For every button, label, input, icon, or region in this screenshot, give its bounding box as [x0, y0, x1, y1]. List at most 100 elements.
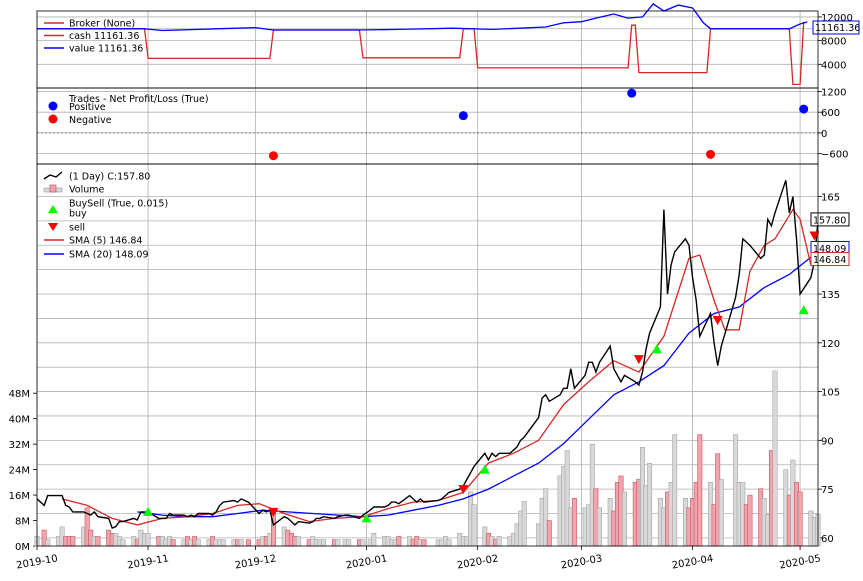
volume-bar [622, 491, 627, 547]
price-y-tick-label: 90 [821, 436, 834, 447]
volume-bar [296, 536, 301, 547]
trade-positive-marker [627, 88, 637, 98]
sell-marker [712, 316, 723, 326]
x-tick-label: 2020-04 [671, 553, 714, 571]
volume-bar [45, 539, 51, 547]
price-legend-buy-label: buy [69, 209, 87, 220]
price-legend-sma5-label: SMA (5) 146.84 [69, 236, 142, 247]
price-y-tick-label: 60 [821, 534, 834, 545]
trades-legend-title: Trades - Net Profit/Loss (True) [68, 94, 209, 105]
trade-positive-marker [799, 104, 809, 114]
broker-value-tag-box [812, 20, 860, 35]
sma20-line [137, 250, 819, 518]
price-legend-buysell-label: BuySell (True, 0.015) [69, 199, 168, 210]
close-value-tag: 157.80 [813, 215, 846, 226]
volume-bar [446, 539, 452, 547]
volume-bar [220, 539, 226, 547]
x-tick-label: 2020-03 [560, 553, 603, 571]
volume-y-tick-label: 8M [15, 517, 30, 528]
close-line [36, 180, 819, 530]
volume-y-tick-label: 40M [9, 415, 30, 426]
sma5-value-tag-box [810, 252, 850, 267]
trades-y-tick-label: 0 [821, 129, 827, 140]
buy-marker [143, 506, 154, 516]
volume-bar [170, 539, 176, 547]
sma20-value-tag: 148.09 [813, 244, 846, 255]
volume-bar [70, 536, 76, 547]
volume-bar [120, 539, 126, 547]
buy-marker [651, 344, 662, 354]
trades-legend-label: Positive [69, 102, 106, 113]
close-value-tag-box [810, 212, 850, 227]
price-legend-buy-swatch [48, 205, 58, 213]
volume-bar [772, 370, 778, 547]
price-panel-frame [36, 163, 819, 547]
price-legend-volume-label: Volume [69, 185, 104, 196]
broker-y-tick-label: 12000 [821, 13, 853, 24]
broker-legend-label: cash 11161.36 [69, 31, 139, 42]
volume-bar [145, 533, 151, 547]
volume-y-tick-label: 0M [15, 542, 30, 553]
volume-bar [496, 536, 502, 547]
buy-marker [798, 305, 809, 315]
buy-marker [479, 464, 490, 474]
volume-bar [346, 539, 352, 547]
broker-value-tag: 11161.36 [815, 23, 860, 34]
broker-cash-line [37, 21, 805, 86]
volume-bar [360, 539, 366, 547]
volume-bar [718, 478, 724, 547]
volume-bar [797, 491, 803, 547]
price-y-tick-label: 120 [821, 339, 840, 350]
broker-value-line [37, 3, 808, 32]
trade-negative-marker [706, 149, 716, 159]
price-legend-sma20-label: SMA (20) 148.09 [69, 250, 149, 261]
buy-marker [361, 513, 372, 523]
price-legend-sell-swatch [48, 223, 58, 231]
price-y-tick-label: 105 [821, 388, 840, 399]
trades-y-tick-label: 600 [821, 108, 840, 119]
volume-bar [421, 539, 427, 547]
volume-bar [546, 520, 552, 547]
price-y-tick-label: 135 [821, 290, 840, 301]
volume-bar [521, 501, 527, 547]
trades-y-tick-label: −600 [821, 150, 848, 161]
volume-y-tick-label: 24M [9, 466, 30, 477]
volume-bar [672, 434, 678, 547]
sell-marker [633, 355, 644, 365]
volume-y-tick-label: 16M [9, 491, 30, 502]
trades-legend-swatch [48, 101, 58, 111]
volume-bar [195, 539, 201, 547]
sell-marker [268, 507, 279, 517]
volume-bar [597, 507, 602, 547]
price-y-tick-label: 75 [821, 485, 834, 496]
trade-positive-marker [458, 111, 468, 121]
x-tick-label: 2020-01 [345, 553, 388, 571]
volume-bar [396, 536, 402, 547]
price-legend-close-label: (1 Day) C:157.80 [69, 172, 150, 183]
volume-bar [647, 462, 653, 547]
price-legend-close-swatch [43, 171, 63, 180]
volume-bar [471, 504, 477, 547]
volume-bar [245, 539, 251, 547]
x-tick-label: 2019-10 [16, 553, 59, 571]
sma5-line [61, 208, 819, 526]
sell-marker [809, 231, 820, 241]
sma5-value-tag: 146.84 [813, 255, 846, 266]
volume-bar [335, 539, 341, 547]
volume-bar [238, 539, 244, 547]
x-tick-label: 2019-11 [127, 553, 170, 571]
price-legend-volume-swatch [49, 184, 57, 193]
volume-bar [95, 536, 101, 547]
broker-legend-label: Broker (None) [69, 19, 135, 30]
broker-y-tick-label: 8000 [821, 37, 846, 48]
trades-legend-label: Negative [69, 115, 112, 126]
volume-bar [371, 533, 377, 547]
trades-y-tick-label: 1200 [821, 87, 846, 98]
x-tick-label: 2020-05 [779, 553, 822, 571]
broker-legend-label: value 11161.36 [69, 44, 143, 55]
volume-y-tick-label: 32M [9, 440, 30, 451]
x-tick-label: 2020-02 [456, 553, 499, 571]
volume-bar [571, 498, 577, 547]
volume-y-tick-label: 48M [9, 389, 30, 400]
